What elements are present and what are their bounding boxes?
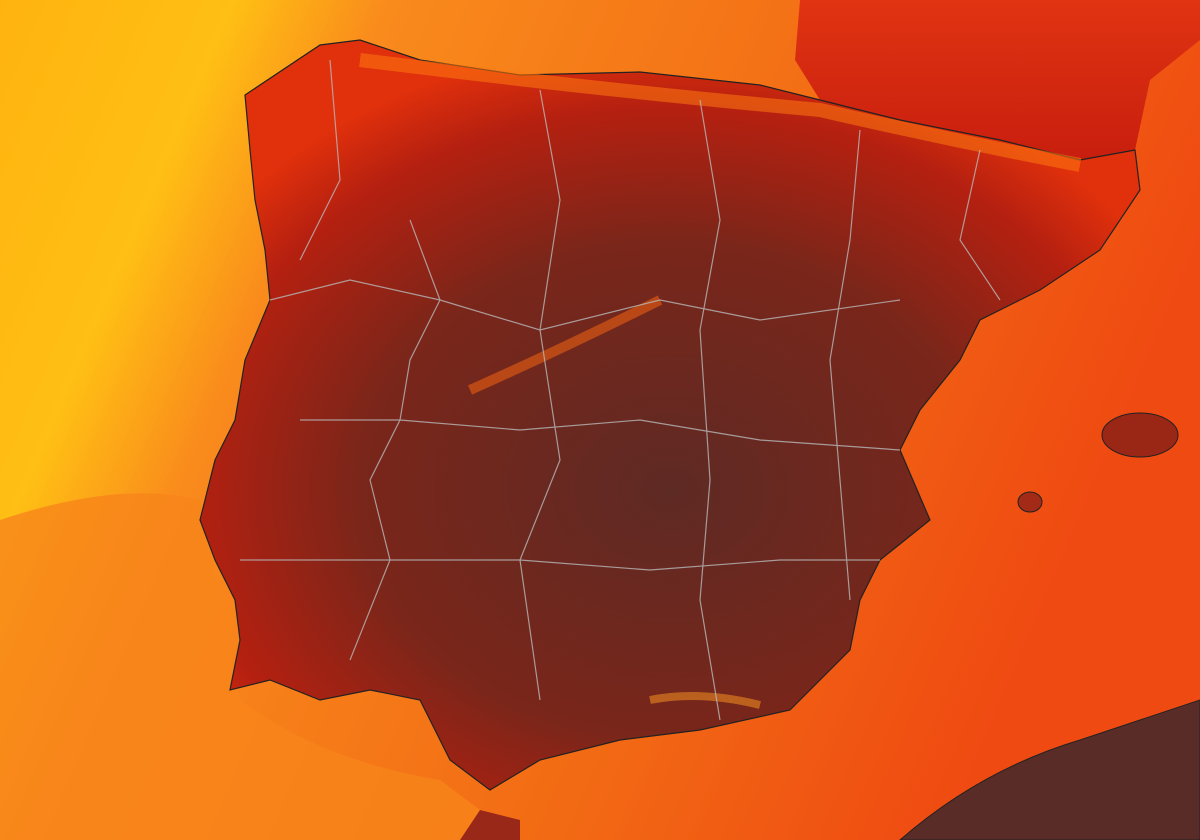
sea-band (0, 493, 520, 840)
region-borders (240, 59, 1001, 721)
iberian-peninsula (199, 39, 1141, 791)
central-range (467, 295, 663, 395)
ibiza (1017, 491, 1043, 513)
southern-range (649, 692, 761, 709)
mallorca (1101, 412, 1179, 458)
france (795, 0, 1200, 160)
north-africa (899, 699, 1200, 840)
africa-tip (460, 810, 520, 840)
northern-mountains (359, 53, 1082, 172)
